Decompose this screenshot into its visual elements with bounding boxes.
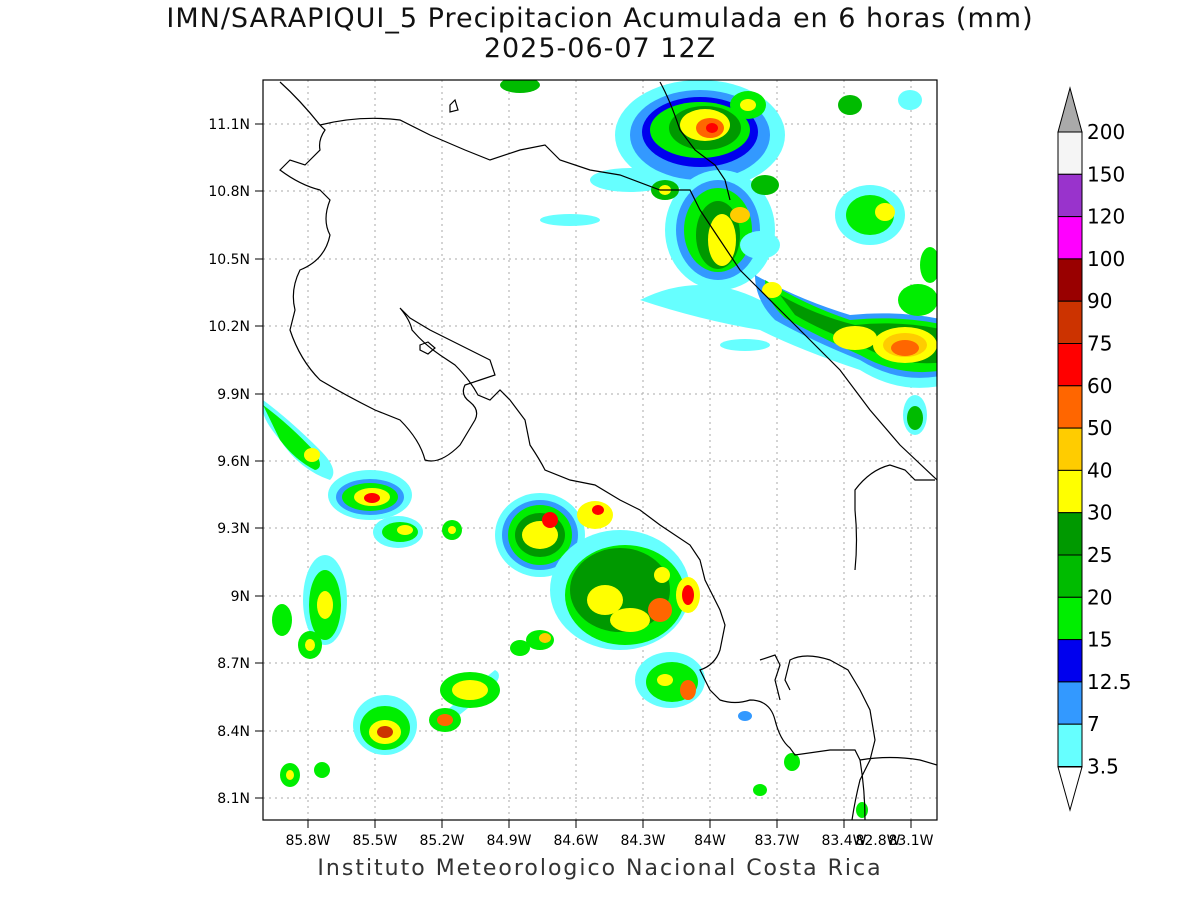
rain-cluster-pacific-west (263, 400, 462, 548)
colorbar-label: 60 (1087, 374, 1112, 398)
colorbar-swatch (1057, 343, 1083, 387)
colorbar-swatch (1057, 723, 1083, 768)
country-borders (319, 81, 937, 481)
colorbar-label: 90 (1087, 289, 1112, 313)
longitude-labels: 85.8W 85.5W 85.2W 84.9W 84.6W 84.3W 84W … (285, 833, 933, 849)
lat-label: 10.5N (208, 252, 250, 268)
map-title: IMN/SARAPIQUI_5 Precipitacion Acumulada … (166, 3, 1034, 34)
colorbar-swatch (1057, 469, 1083, 514)
colorbar-label: 75 (1087, 332, 1112, 356)
colorbar: 200 150 120 100 90 75 60 50 40 30 25 20 15 12.5 7 3.5 (1057, 86, 1132, 812)
colorbar-label: 3.5 (1087, 755, 1119, 779)
lat-label: 8.1N (217, 791, 250, 807)
lon-label: 84.3W (620, 833, 665, 849)
colorbar-swatch (1057, 681, 1083, 725)
lon-label: 84W (694, 833, 726, 849)
lon-label: 82.8W (855, 833, 900, 849)
colorbar-swatch (1057, 131, 1083, 175)
lon-label: 84.9W (486, 833, 531, 849)
colorbar-swatch (1057, 300, 1083, 345)
lat-label: 10.8N (208, 184, 250, 200)
colorbar-swatch (1057, 385, 1083, 429)
colorbar-label: 150 (1087, 162, 1125, 186)
colorbar-swatch (1057, 639, 1083, 683)
lat-label: 8.4N (217, 724, 250, 740)
lat-label: 8.7N (217, 656, 250, 672)
lon-label: 85.5W (352, 833, 397, 849)
colorbar-swatch (1057, 512, 1083, 556)
lat-label: 9N (231, 589, 250, 605)
colorbar-label: 25 (1087, 543, 1112, 567)
rain-cluster-north (500, 80, 937, 290)
lon-label: 83.1W (888, 833, 933, 849)
colorbar-label: 12.5 (1087, 670, 1132, 694)
colorbar-swatch (1057, 258, 1083, 302)
colorbar-label: 120 (1087, 205, 1125, 229)
lat-label: 9.9N (217, 387, 250, 403)
colorbar-label: 20 (1087, 585, 1112, 609)
colorbar-label: 40 (1087, 458, 1112, 482)
lat-label: 11.1N (208, 117, 250, 133)
lat-label: 9.3N (217, 521, 250, 537)
colorbar-label: 100 (1087, 247, 1125, 271)
map-frame (262, 79, 938, 821)
colorbar-label: 50 (1087, 416, 1112, 440)
lon-label: 85.8W (285, 833, 330, 849)
colorbar-label: 7 (1087, 712, 1100, 736)
lon-label: 84.6W (553, 833, 598, 849)
colorbar-label: 15 (1087, 628, 1112, 652)
colorbar-swatch (1057, 427, 1083, 471)
colorbar-swatch (1057, 596, 1083, 641)
rain-cluster-central (495, 493, 705, 708)
map-date: 2025-06-07 12Z (483, 33, 717, 64)
tick-marks (255, 123, 912, 828)
footer-credit: Instituto Meteorologico Nacional Costa R… (317, 856, 883, 881)
rain-cluster-caribbean (640, 275, 937, 435)
lat-label: 10.2N (208, 319, 250, 335)
lon-label: 85.2W (419, 833, 464, 849)
colorbar-swatch (1057, 173, 1083, 218)
colorbar-swatch (1057, 216, 1083, 260)
rain-cluster-southwest (272, 555, 868, 818)
precipitation-field (263, 80, 937, 818)
colorbar-label: 200 (1087, 120, 1125, 144)
colorbar-bottom-cap (1057, 766, 1083, 812)
coastlines (279, 81, 937, 820)
colorbar-swatch (1057, 554, 1083, 598)
colorbar-label: 30 (1087, 501, 1112, 525)
latitude-labels: 11.1N 10.8N 10.5N 10.2N 9.9N 9.6N 9.3N 9… (208, 117, 250, 807)
lat-label: 9.6N (217, 454, 250, 470)
lon-label: 83.4W (821, 833, 866, 849)
colorbar-top-cap (1057, 86, 1083, 133)
lon-label: 83.7W (754, 833, 799, 849)
